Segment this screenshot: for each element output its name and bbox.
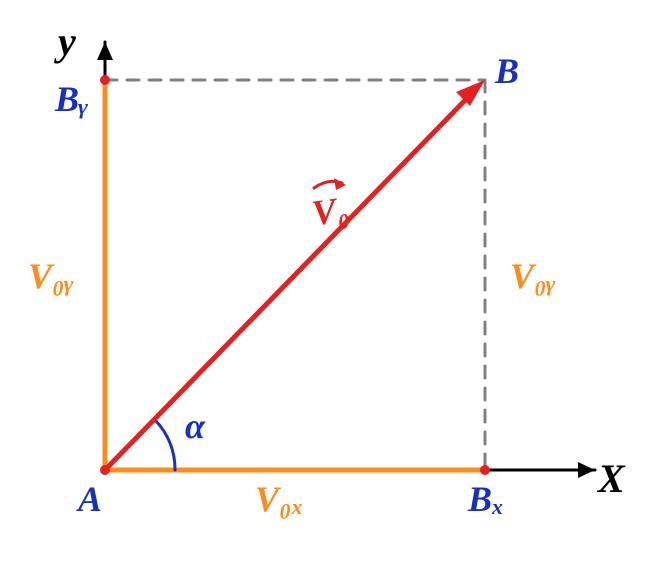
label-B: B: [495, 50, 519, 92]
label-V0: V₀: [309, 188, 351, 235]
y-axis-arrow: [97, 42, 113, 60]
vector-v0: [105, 87, 478, 470]
y-axis-label: y: [58, 18, 76, 65]
label-By: Bᵧ: [55, 78, 88, 120]
label-A: A: [78, 478, 102, 520]
label-Voy-left: V₀ᵧ: [28, 255, 74, 297]
point-By: [100, 75, 110, 85]
x-axis-arrow: [578, 462, 595, 478]
point-Bx: [480, 465, 490, 475]
label-alpha: α: [185, 405, 205, 447]
x-axis-label: X: [598, 455, 625, 502]
angle-arc: [155, 420, 175, 470]
point-A: [100, 465, 110, 475]
label-Voy-right: V₀ᵧ: [510, 255, 556, 297]
label-Vox: V₀ₓ: [255, 478, 304, 520]
label-Bx: Bₓ: [468, 478, 504, 520]
